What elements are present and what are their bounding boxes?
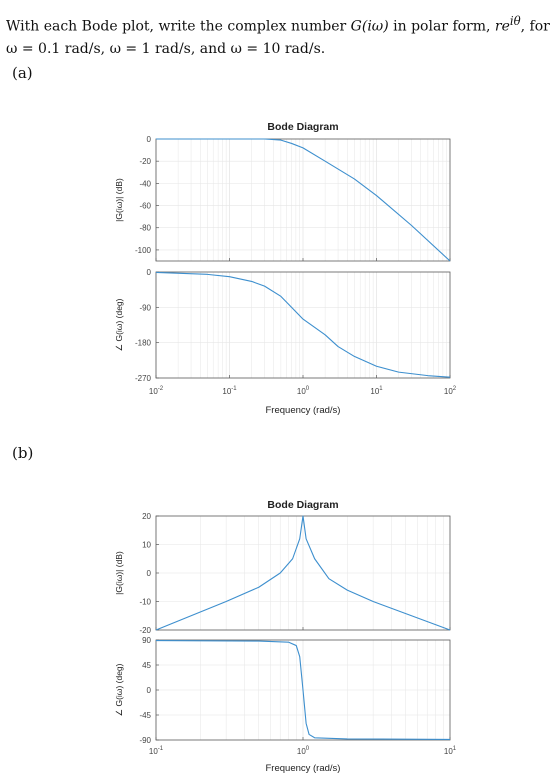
chart-title: Bode Diagram — [267, 499, 338, 511]
y-tick-label: -90 — [139, 303, 151, 312]
y-tick-label: -20 — [139, 626, 151, 635]
magnitude-trace — [155, 515, 451, 631]
x-axis-label: Frequency (rad/s) — [266, 405, 341, 416]
y-tick-label: -20 — [139, 157, 151, 166]
magnitude-panel: 0 -20 -40 -60 -80 -100 |G(iω)| (dB) — [114, 135, 451, 262]
y-tick-label: 10 — [142, 541, 151, 550]
x-tick-label: 100 — [297, 386, 310, 396]
phase-trace — [155, 640, 451, 740]
chart-a: Bode Diagram 0 -20 -40 -60 -80 -100 |G(iω)| (dB… — [114, 121, 457, 416]
chart-title: Bode Diagram — [267, 121, 338, 133]
y-tick-label: 20 — [142, 512, 151, 521]
magnitude-ylabel: |G(iω)| (dB) — [114, 178, 124, 222]
y-tick-label: -60 — [139, 202, 151, 211]
y-tick-label: -80 — [139, 224, 151, 233]
x-tick-label: 100 — [297, 746, 310, 756]
y-tick-label: -270 — [135, 374, 152, 383]
y-tick-label: 90 — [142, 636, 151, 645]
x-tick-label: 10-2 — [149, 386, 164, 396]
phase-panel: 90 45 0 -45 -90 ∠ G(iω) (deg) — [114, 636, 451, 745]
magnitude-trace — [156, 138, 451, 262]
y-tick-label: -180 — [135, 339, 152, 348]
y-tick-label: -45 — [139, 711, 151, 720]
y-tick-label: -40 — [139, 179, 151, 188]
x-tick-label: 10-1 — [149, 746, 164, 756]
phase-panel: 0 -90 -180 -270 ∠ G(iω) (deg) — [114, 268, 451, 383]
problem-statement: With each Bode plot, write the complex n… — [6, 10, 550, 60]
part-a-label: (a) — [12, 64, 33, 82]
phase-ylabel: ∠ G(iω) (deg) — [114, 298, 124, 351]
problem-line-1: With each Bode plot, write the complex n… — [6, 14, 550, 35]
phase-ylabel: ∠ G(iω) (deg) — [114, 663, 124, 716]
x-axis-label: Frequency (rad/s) — [266, 763, 341, 774]
x-tick-label: 10-1 — [222, 386, 237, 396]
y-tick-label: -10 — [139, 598, 151, 607]
y-tick-label: 0 — [147, 135, 152, 144]
magnitude-ylabel: |G(iω)| (dB) — [114, 551, 124, 595]
problem-line-2: ω = 0.1 rad/s, ω = 1 rad/s, and ω = 10 r… — [6, 40, 326, 57]
phase-trace — [155, 271, 451, 378]
y-tick-label: 0 — [147, 268, 152, 277]
y-tick-label: 0 — [147, 686, 152, 695]
part-b-label: (b) — [12, 444, 34, 462]
y-tick-label: 45 — [142, 661, 151, 670]
magnitude-panel: 20 10 0 -10 -20 |G(iω)| (dB) — [114, 512, 451, 635]
y-tick-label: -90 — [139, 736, 151, 745]
x-tick-label: 101 — [370, 386, 383, 396]
x-tick-label: 102 — [444, 386, 457, 396]
y-tick-label: -100 — [135, 246, 152, 255]
x-tick-label: 101 — [444, 746, 457, 756]
y-tick-label: 0 — [147, 569, 152, 578]
